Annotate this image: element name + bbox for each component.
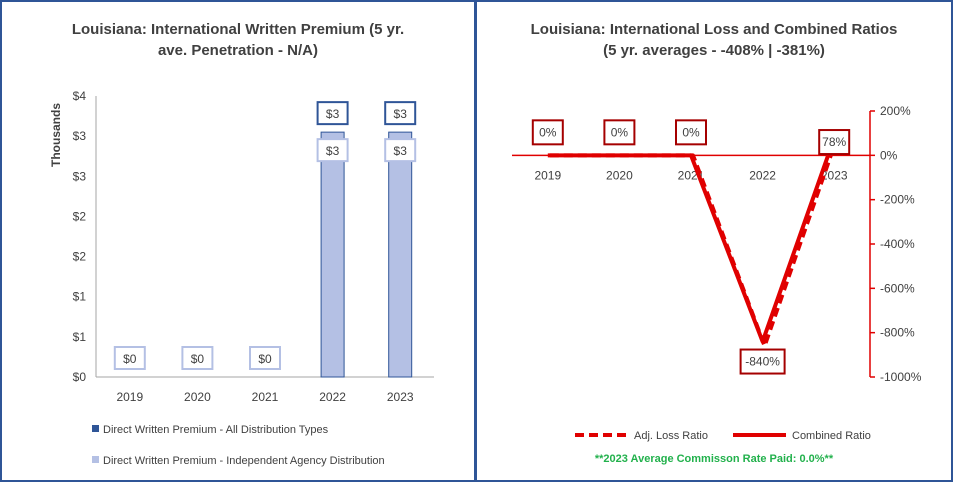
data-label-box	[739, 348, 786, 375]
data-label-box	[316, 101, 349, 126]
data-label: $3	[394, 107, 408, 121]
x-tick-label: 2021	[252, 390, 279, 404]
x-tick-label: 2023	[387, 390, 414, 404]
premium-chart-panel: Louisiana: International Written Premium…	[0, 0, 476, 482]
data-label: 78%	[822, 135, 846, 149]
premium-bar-chart: $0 $1 $1 $2 $2 $3 $3 $4 Thousands $0 2019 $0 2020 $0 2…	[49, 89, 434, 467]
data-label: $0	[258, 352, 272, 366]
y-tick-label: $0	[73, 370, 87, 384]
data-label: $0	[123, 352, 137, 366]
premium-title-line2: ave. Penetration - N/A)	[157, 42, 319, 59]
ratio-title-line2: (5 yr. averages - -408% | -381%)	[603, 42, 825, 59]
x-tick-label: 2020	[606, 168, 633, 182]
bar	[320, 131, 345, 378]
legend-swatch	[92, 425, 99, 432]
data-label: $0	[191, 352, 205, 366]
data-label: $3	[394, 144, 408, 158]
y-tick-label: -1000%	[880, 370, 922, 384]
legend-label: Adj. Loss Ratio	[634, 430, 708, 442]
y-tick-label: -400%	[880, 237, 915, 251]
y-tick-label: 0%	[880, 148, 898, 162]
y-tick-label: $3	[73, 169, 87, 183]
legend-label: Combined Ratio	[792, 430, 871, 442]
y-tick-label: $3	[73, 129, 87, 143]
x-tick-label: 2020	[184, 390, 211, 404]
data-label-box	[249, 346, 281, 370]
y-tick-label: $1	[73, 290, 87, 304]
legend-label: Direct Written Premium - All Distributio…	[103, 424, 329, 436]
bar	[388, 131, 413, 378]
data-label-box	[316, 138, 349, 163]
commission-footnote: **2023 Average Commisson Rate Paid: 0.0%…	[594, 453, 834, 465]
premium-chart-title: Louisiana: International Written Premium…	[2, 19, 474, 61]
data-label: 0%	[682, 125, 700, 139]
data-label: 0%	[539, 125, 557, 139]
x-tick-label: 2019	[116, 390, 143, 404]
ratio-chart-panel: Louisiana: International Loss and Combin…	[475, 0, 953, 482]
data-label-box	[384, 101, 417, 126]
x-tick-label: 2023	[821, 168, 848, 182]
x-tick-label: 2019	[534, 168, 561, 182]
combined-ratio-line	[547, 137, 837, 344]
legend-swatch	[92, 456, 99, 463]
y-tick-label: $1	[73, 330, 87, 344]
ratio-title-line1: Louisiana: International Loss and Combin…	[530, 21, 898, 38]
data-label-box	[113, 346, 146, 370]
x-tick-label: 2022	[319, 390, 346, 404]
data-label: $3	[326, 144, 340, 158]
x-tick-label: 2022	[749, 168, 776, 182]
y-tick-label: 200%	[880, 104, 911, 118]
data-label: -840%	[745, 355, 780, 369]
premium-title-line1: Louisiana: International Written Premium…	[71, 21, 405, 38]
data-label-box	[181, 346, 214, 370]
data-label: 0%	[611, 125, 629, 139]
data-label-box	[818, 129, 851, 156]
data-label-box	[603, 119, 636, 146]
data-label: $3	[326, 107, 340, 121]
y-tick-label: -200%	[880, 193, 915, 207]
y-tick-label: $4	[73, 89, 87, 103]
data-label-box	[675, 119, 707, 146]
y-tick-label: $2	[73, 250, 87, 264]
y-tick-label: -800%	[880, 326, 915, 340]
data-label-box	[531, 119, 564, 146]
y-tick-label: -600%	[880, 281, 915, 295]
ratio-chart-title: Louisiana: International Loss and Combin…	[477, 19, 951, 61]
legend-label: Direct Written Premium - Independent Age…	[103, 455, 385, 467]
y-axis-label: Thousands	[49, 103, 63, 167]
data-label-box	[384, 138, 417, 163]
y-tick-label: $2	[73, 209, 87, 223]
ratio-line-chart: 200% 0% -200% -400% -600% -800% -1000% 2019 2020…	[512, 104, 922, 442]
